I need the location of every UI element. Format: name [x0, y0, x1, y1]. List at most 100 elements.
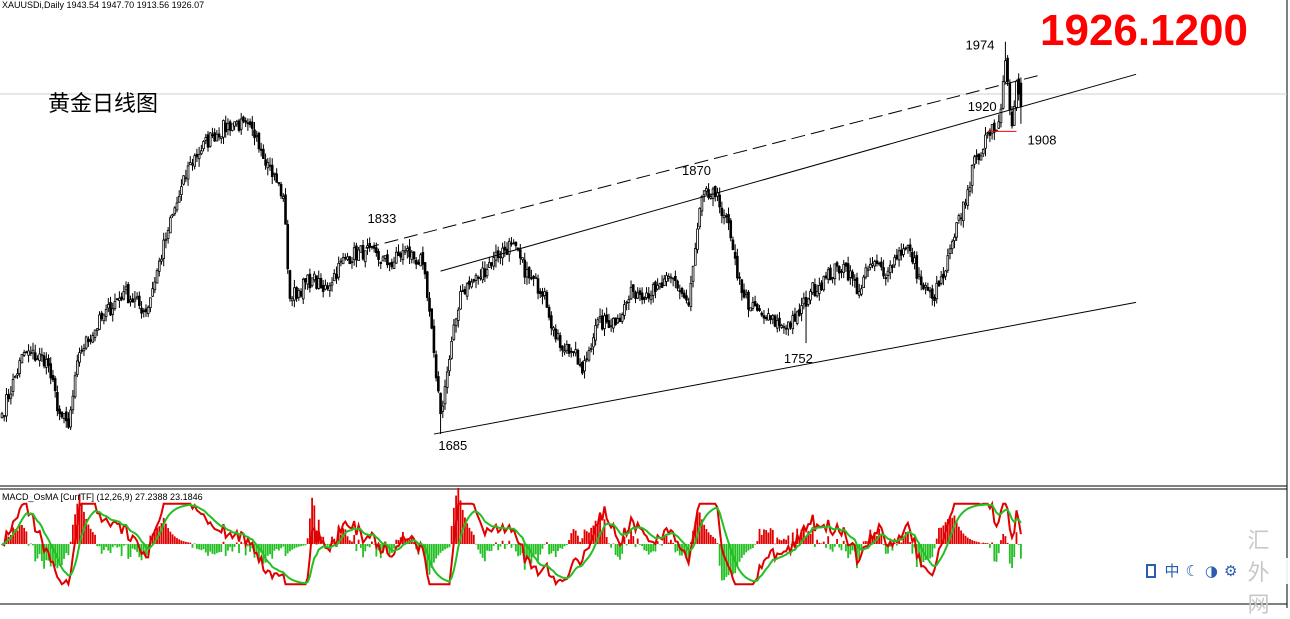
candle-body	[627, 299, 631, 303]
candle-body	[592, 337, 595, 348]
candle-body	[173, 207, 177, 215]
osma-bar	[282, 544, 285, 547]
candle-body	[561, 345, 564, 351]
candle-body	[831, 277, 834, 279]
candle-body	[935, 282, 939, 300]
osma-bar	[539, 544, 542, 555]
candle-body	[609, 325, 613, 327]
osma-bar	[946, 519, 949, 544]
osma-bar	[397, 540, 400, 544]
candle-body	[937, 280, 941, 287]
candle-body	[255, 134, 259, 137]
osma-bar	[627, 539, 630, 544]
candle-body	[146, 306, 150, 314]
osma-bar	[769, 528, 772, 544]
candle-body	[784, 327, 788, 330]
osma-bar	[738, 544, 741, 562]
candle-body	[95, 328, 99, 332]
moon-icon[interactable]: ☾	[1185, 562, 1199, 580]
chart-title-cn: 黄金日线图	[48, 92, 158, 117]
osma-bar	[616, 544, 619, 557]
candle-body	[100, 312, 103, 320]
watermark-text: 汇外网	[1247, 529, 1272, 618]
candle-body	[547, 307, 551, 318]
candle-body	[751, 302, 755, 309]
candle-body	[408, 246, 411, 258]
candle-body	[330, 282, 334, 286]
candle-body	[1010, 111, 1014, 127]
candle-body	[109, 301, 112, 316]
candle-body	[882, 267, 885, 277]
candle-body	[310, 277, 314, 286]
trendline-group[interactable]	[365, 73, 1137, 435]
candle-body	[771, 315, 775, 320]
osma-bar	[229, 544, 232, 548]
osma-bar	[656, 541, 659, 544]
candle-body	[235, 121, 239, 125]
osma-bar	[984, 542, 987, 544]
osma-bar	[774, 543, 776, 545]
candle-body	[924, 285, 927, 288]
candle-body	[614, 317, 617, 326]
candle-body	[722, 214, 726, 219]
candle-body	[226, 123, 230, 131]
osma-bar	[995, 544, 998, 562]
osma-bar	[266, 544, 269, 556]
osma-bar	[328, 544, 331, 548]
candle-body	[645, 292, 648, 299]
osma-bar	[1015, 532, 1018, 544]
chinese-input-icon[interactable]: 中	[1164, 562, 1180, 580]
osma-bar	[570, 533, 573, 544]
candle-body	[919, 276, 923, 286]
candle-body	[687, 302, 690, 306]
osma-bar	[632, 536, 635, 544]
candle-body	[18, 360, 22, 374]
osma-bar	[929, 544, 931, 559]
candle-body	[474, 275, 478, 281]
candle-body	[177, 196, 181, 203]
osma-bar	[614, 544, 617, 555]
osma-bar	[663, 536, 666, 544]
osma-bar	[249, 544, 251, 552]
osma-bar	[847, 544, 850, 559]
osma-bar	[87, 524, 90, 544]
checkbox-icon[interactable]	[1146, 564, 1157, 578]
osma-bar	[882, 544, 885, 546]
candle-body	[658, 283, 662, 288]
candle-body	[572, 351, 575, 354]
candle-body	[191, 163, 194, 166]
candle-body	[459, 291, 462, 310]
osma-bar	[645, 544, 648, 552]
osma-bar	[244, 544, 247, 556]
osma-bar	[514, 544, 517, 552]
candle-body	[629, 286, 633, 300]
osma-bar	[165, 523, 167, 544]
candle-body	[36, 358, 39, 361]
osma-bar	[353, 534, 356, 544]
osma-bar	[760, 534, 763, 544]
half-width-icon[interactable]: ◑	[1204, 562, 1219, 580]
osma-bar	[918, 544, 920, 559]
candle-body	[359, 245, 363, 253]
candle-body	[596, 319, 600, 326]
candle-body	[410, 251, 414, 260]
osma-bar	[295, 544, 298, 548]
osma-bar	[435, 544, 438, 559]
candle-body	[91, 335, 95, 343]
osma-bar	[430, 544, 433, 568]
osma-bar	[446, 544, 449, 549]
candle-body	[749, 307, 752, 312]
candle-body	[115, 298, 119, 301]
candle-body	[682, 292, 686, 298]
settings-icon[interactable]: ⚙	[1224, 562, 1238, 580]
osma-bar	[36, 544, 39, 559]
candle-body	[689, 282, 693, 307]
candle-body	[871, 263, 874, 266]
candle-body	[993, 122, 996, 133]
osma-bar	[650, 544, 652, 553]
osma-bar	[634, 544, 637, 548]
candle-body	[744, 292, 748, 296]
candle-body	[13, 376, 17, 379]
candle-body	[381, 256, 385, 262]
